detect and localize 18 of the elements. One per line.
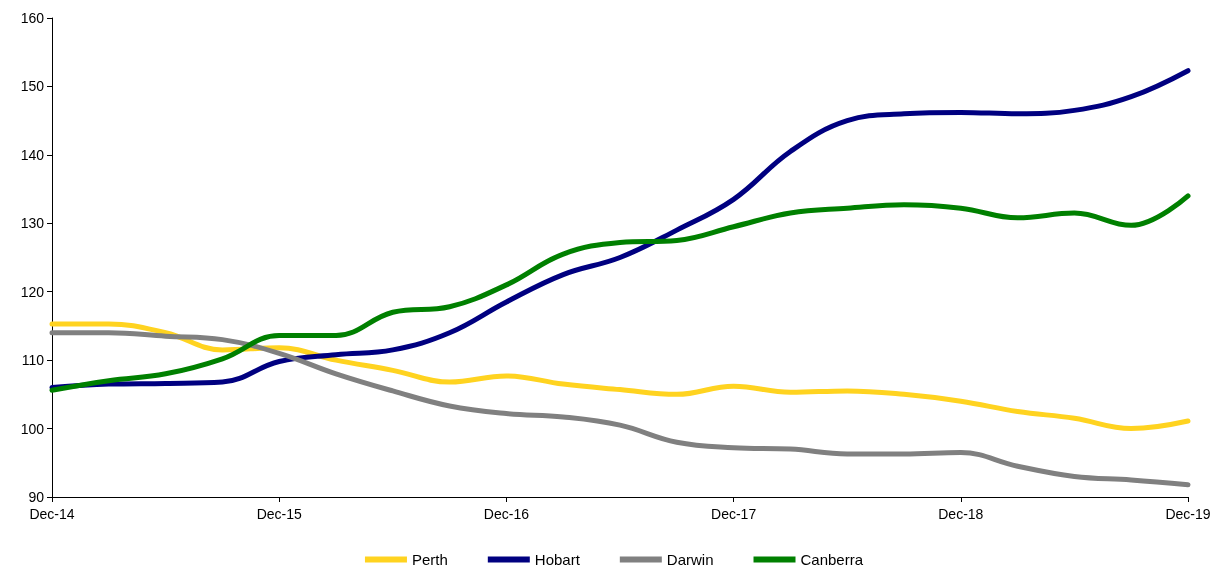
y-tick-label: 130: [20, 215, 45, 232]
legend-label: Darwin: [666, 551, 714, 568]
y-tick-label: 150: [20, 78, 45, 95]
legend-label: Perth: [411, 551, 448, 568]
x-tick-label: Dec-14: [29, 506, 75, 522]
x-tick-label: Dec-17: [711, 506, 757, 522]
legend-label: Hobart: [534, 551, 581, 568]
y-tick-label: 90: [28, 489, 45, 505]
y-tick-label: 140: [20, 146, 45, 163]
y-tick-label: 110: [21, 352, 45, 369]
y-tick-label: 160: [20, 10, 45, 26]
y-tick-label: 100: [20, 420, 45, 437]
x-tick-label: Dec-19: [1165, 506, 1211, 522]
x-tick-label: Dec-16: [483, 506, 530, 522]
legend-label: Canberra: [800, 551, 864, 568]
x-tick-label: Dec-18: [938, 506, 984, 522]
y-tick-label: 120: [20, 283, 45, 300]
x-tick-label: Dec-15: [256, 506, 302, 522]
